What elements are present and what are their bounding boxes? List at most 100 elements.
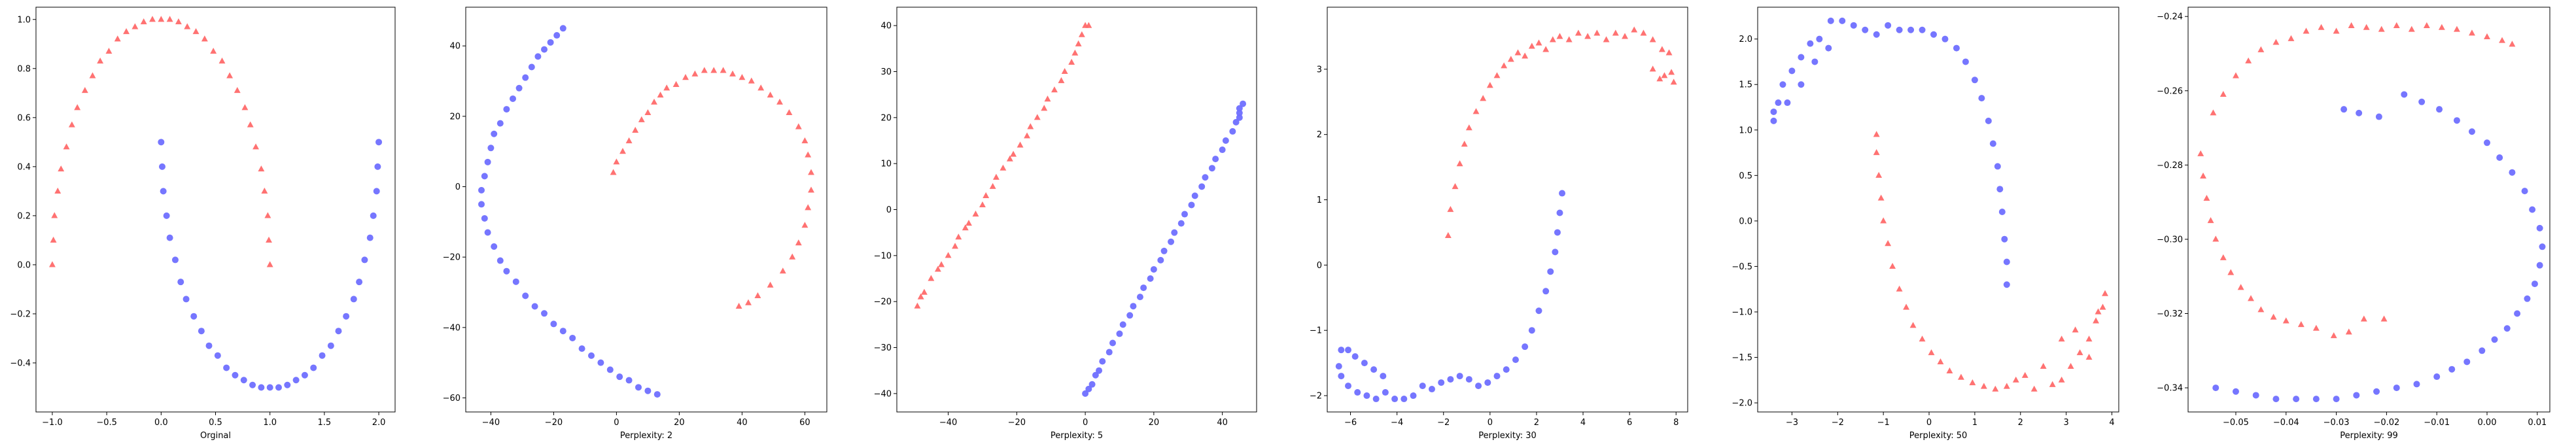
circle-point: [310, 364, 317, 371]
circle-point: [2536, 224, 2543, 231]
circle-point: [1971, 77, 1978, 84]
x-tick-label: 20: [1149, 418, 1160, 428]
circle-point: [503, 106, 510, 113]
circle-point: [2491, 336, 2498, 343]
y-tick-label: −1: [1310, 326, 1322, 336]
circle-point: [1240, 100, 1247, 107]
triangle-point: [131, 23, 139, 29]
circle-point: [1428, 386, 1435, 393]
circle-point: [644, 387, 652, 394]
triangle-point: [1649, 36, 1656, 43]
triangle-point: [1928, 349, 1935, 356]
axes-frame: [2187, 7, 2550, 413]
y-tick-label: 40: [449, 42, 461, 52]
circle-point: [1953, 44, 1960, 52]
triangle-point: [1075, 40, 1082, 46]
circle-point: [1559, 190, 1566, 197]
triangle-point: [123, 28, 130, 35]
x-tick-label: −0.03: [2324, 418, 2350, 428]
circle-point: [1236, 105, 1243, 112]
circle-point: [481, 173, 488, 180]
circle-point: [2393, 384, 2400, 392]
y-tick-label: −0.34: [2157, 384, 2183, 394]
x-tick-label: −6: [1344, 418, 1357, 428]
triangle-point: [992, 173, 1000, 180]
triangle-point: [928, 275, 935, 281]
circle-point: [1811, 58, 1819, 65]
circle-point: [2524, 295, 2531, 302]
triangle-point: [1889, 262, 1896, 269]
y-tick-label: 20: [449, 112, 461, 122]
circle-point: [1222, 137, 1229, 144]
circle-point: [1212, 156, 1219, 163]
triangle-point: [166, 16, 173, 22]
circle-point: [1191, 192, 1198, 199]
circle-point: [166, 234, 173, 241]
triangle-point: [1058, 77, 1065, 84]
circle-point: [2521, 188, 2528, 195]
circle-point: [1382, 389, 1389, 396]
circle-point: [1873, 31, 1880, 38]
triangle-point: [2333, 27, 2340, 34]
x-tick-label: 40: [1217, 418, 1228, 428]
y-tick-label: 0.6: [17, 113, 31, 123]
data-series: [1770, 17, 2010, 288]
triangle-point: [1078, 31, 1085, 37]
circle-point: [1941, 35, 1949, 43]
circle-point: [487, 145, 495, 152]
circle-point: [491, 243, 498, 250]
triangle-point: [1575, 29, 1582, 36]
triangle-point: [2257, 306, 2265, 313]
circle-point: [2418, 98, 2426, 105]
circle-point: [1351, 353, 1359, 360]
triangle-point: [1661, 72, 1668, 78]
circle-point: [597, 359, 604, 366]
circle-point: [177, 279, 184, 286]
y-tick-label: 0: [455, 182, 461, 192]
triangle-point: [805, 151, 812, 158]
triangle-point: [2076, 349, 2083, 356]
triangle-point: [1068, 58, 1075, 65]
triangle-point: [2248, 295, 2254, 301]
y-tick-label: 2.0: [1739, 35, 1752, 44]
circle-point: [240, 377, 247, 384]
circle-point: [578, 345, 585, 352]
circle-point: [292, 377, 300, 384]
y-tick-label: −0.32: [2157, 309, 2183, 319]
data-series: [914, 22, 1092, 309]
circle-point: [2341, 106, 2348, 113]
circle-point: [1092, 371, 1099, 379]
triangle-point: [1656, 75, 1663, 82]
circle-point: [1996, 186, 2004, 193]
x-tick-label: −40: [482, 418, 500, 428]
y-tick-label: 0.8: [17, 64, 31, 74]
x-tick-label: 6: [1627, 418, 1632, 428]
y-tick-label: 1.0: [1739, 126, 1752, 135]
circle-point: [1380, 373, 1387, 380]
circle-point: [1825, 44, 1832, 52]
y-tick-label: −0.26: [2157, 86, 2183, 96]
circle-point: [223, 364, 230, 371]
triangle-point: [962, 224, 969, 231]
triangle-point: [264, 212, 271, 218]
circle-point: [266, 384, 273, 391]
circle-point: [1344, 383, 1351, 390]
circle-point: [1962, 58, 1969, 65]
triangle-point: [1528, 43, 1535, 49]
circle-point: [1528, 327, 1535, 334]
circle-point: [606, 366, 614, 373]
x-tick-label: −3: [1786, 418, 1798, 428]
circle-point: [496, 120, 504, 127]
circle-point: [2373, 388, 2380, 395]
triangle-point: [2380, 315, 2388, 322]
triangle-point: [2363, 24, 2370, 30]
x-tick-label: 0.00: [2478, 418, 2497, 428]
scatter-panel: −40 −20 0 20 40 60 −60 −40 −20 0 20 40 Perplexity: 2: [443, 7, 827, 441]
circle-point: [1208, 165, 1215, 172]
circle-point: [2514, 310, 2521, 317]
circle-point: [1354, 389, 1361, 396]
triangle-point: [1593, 29, 1601, 36]
y-tick-label: 0: [886, 205, 892, 215]
circle-point: [1554, 229, 1561, 236]
x-tick-label: −0.05: [2223, 418, 2249, 428]
